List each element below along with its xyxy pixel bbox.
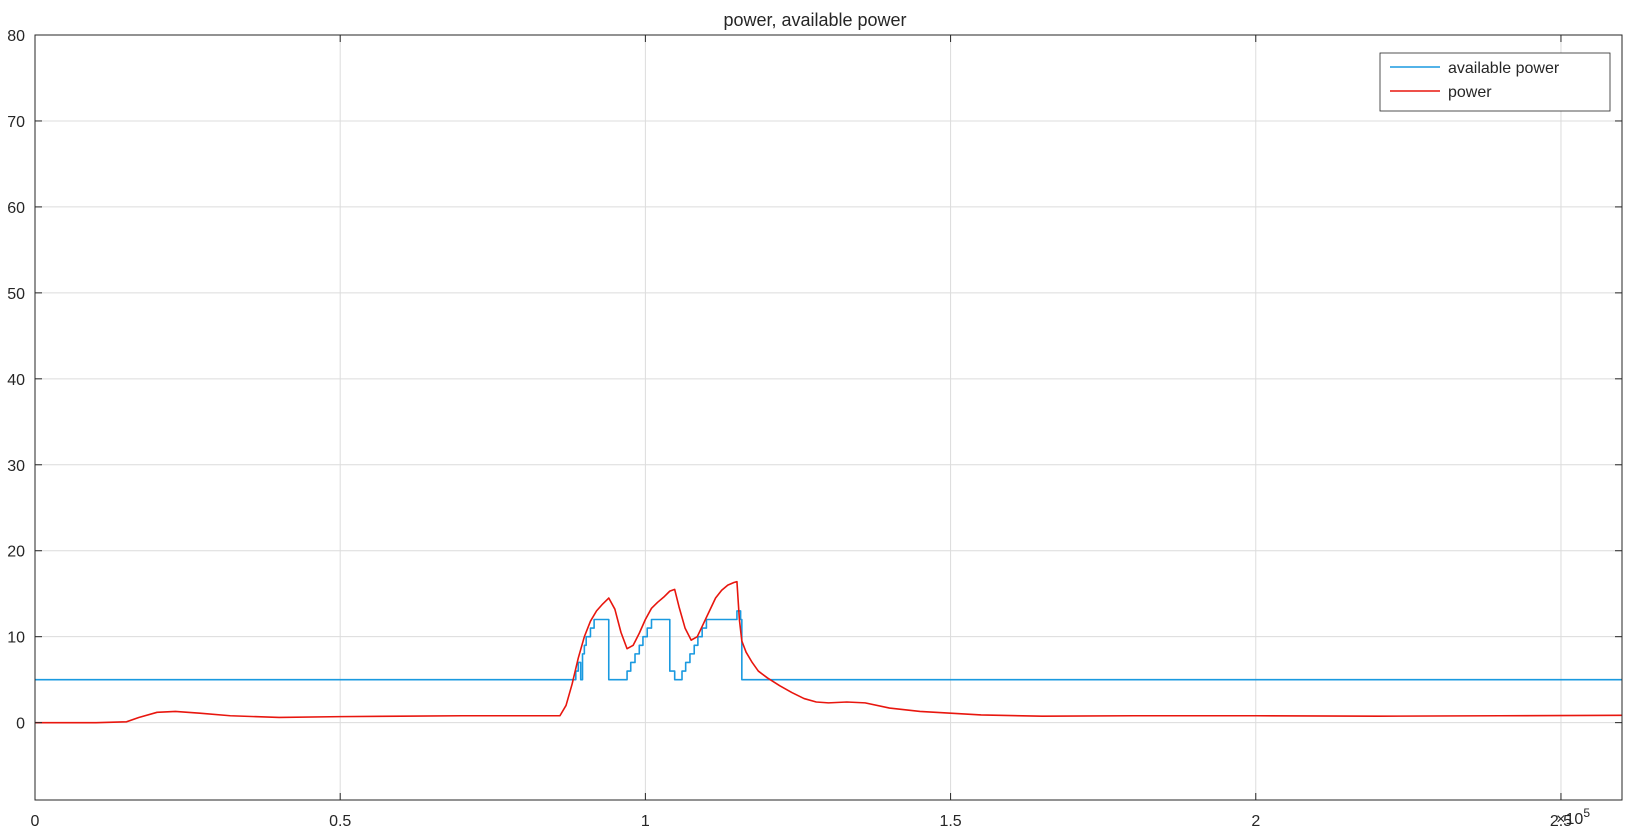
x-exponent-power: 5: [1583, 806, 1590, 820]
series-line-available-power: [35, 610, 1622, 681]
svg-text:×105: ×105: [1556, 806, 1590, 828]
y-tick-label: 20: [7, 544, 25, 561]
grid: [34, 34, 1622, 800]
y-tick-label: 30: [7, 458, 25, 475]
legend-label: available power: [1448, 60, 1560, 77]
series-line-power: [35, 580, 1623, 724]
legend-label: power: [1448, 84, 1492, 101]
legend-box: [1379, 52, 1611, 112]
legend: available power power: [1379, 52, 1611, 112]
chart-title: power, available power: [723, 10, 906, 30]
axes-box: [34, 34, 1623, 801]
x-tick-label: 2: [1251, 813, 1260, 830]
y-tick-label: 70: [7, 114, 25, 131]
y-tick-label: 40: [7, 372, 25, 389]
x-tick-label: 0: [31, 813, 40, 830]
x-exponent-label: ×105: [1556, 806, 1590, 828]
y-tick-label: 0: [16, 716, 25, 733]
x-tick-label: 1: [641, 813, 650, 830]
y-tick-label: 60: [7, 200, 25, 217]
series-layer: [35, 580, 1623, 724]
x-exponent-base: ×10: [1556, 811, 1583, 828]
y-tick-label: 50: [7, 286, 25, 303]
x-tick-label: 0.5: [329, 813, 351, 830]
x-tick-label: 2.5: [1550, 813, 1572, 830]
y-tick-label: 10: [7, 630, 25, 647]
x-tick-label: 1.5: [939, 813, 961, 830]
y-tick-label: 80: [7, 28, 25, 45]
ticks: 0 0.5 1 1.5 2 2.5 0 10 20 30 40 50 60 70 80: [7, 28, 1622, 830]
